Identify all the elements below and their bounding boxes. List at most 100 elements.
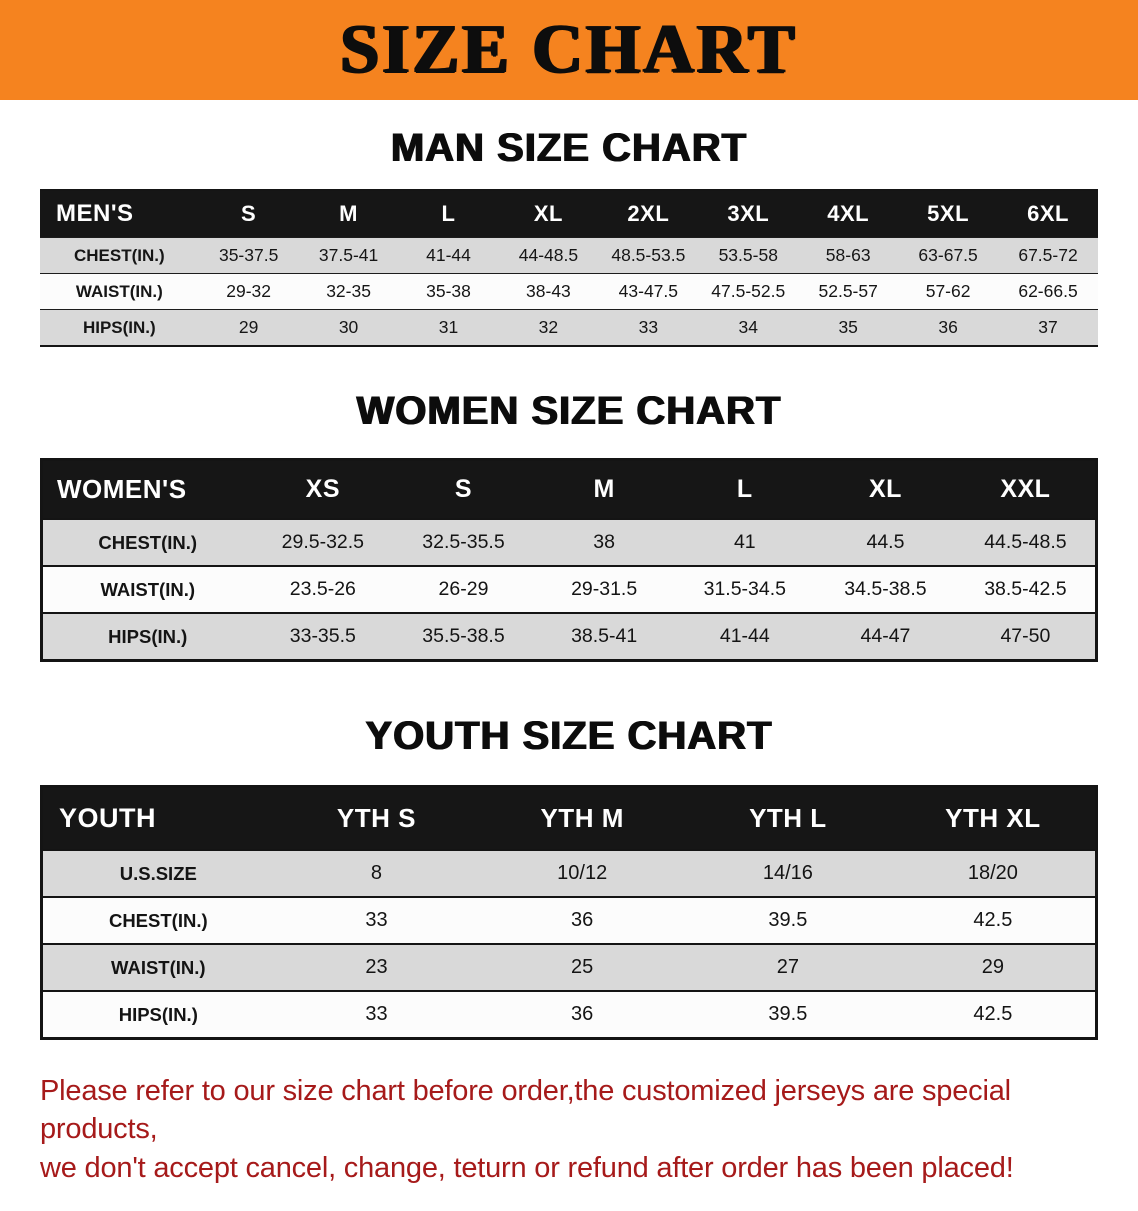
size-value-cell: 31.5-34.5 (674, 565, 816, 613)
size-value-cell: 44.5-48.5 (955, 518, 1097, 566)
size-value-cell: 36 (479, 896, 686, 944)
men-table-header-row: MEN'S S M L XL 2XL 3XL 4XL 5XL 6XL (40, 190, 1098, 238)
size-value-cell: 58-63 (798, 237, 899, 274)
size-value-cell: 27 (685, 943, 891, 991)
size-value-cell: 37 (998, 309, 1098, 346)
size-value-cell: 33 (273, 896, 480, 944)
measurement-row-label: U.S.SIZE (41, 849, 274, 897)
men-size-column-header: 3XL (698, 190, 799, 238)
size-value-cell: 41 (674, 518, 816, 566)
measurement-row-label: HIPS(IN.) (40, 309, 199, 346)
size-value-cell: 48.5-53.5 (598, 237, 699, 274)
disclaimer-line-1: Please refer to our size chart before or… (40, 1075, 1011, 1146)
size-value-cell: 44-47 (815, 612, 956, 661)
men-table-corner-label: MEN'S (40, 190, 199, 238)
youth-measurement-row: WAIST(IN.) 23 25 27 29 (41, 943, 1097, 991)
size-value-cell: 44.5 (815, 518, 956, 566)
women-table-header-row: WOMEN'S XS S M L XL XXL (41, 459, 1097, 519)
size-value-cell: 14/16 (685, 849, 891, 897)
women-size-column-header: M (533, 459, 675, 519)
men-size-column-header: M (298, 190, 399, 238)
size-value-cell: 47-50 (955, 612, 1097, 661)
size-value-cell: 63-67.5 (898, 237, 999, 274)
size-value-cell: 23.5-26 (252, 565, 394, 613)
size-value-cell: 25 (479, 943, 686, 991)
section-youth: YOUTH SIZE CHART YOUTH YTH S YTH M YTH L YTH… (0, 714, 1138, 1040)
size-value-cell: 10/12 (479, 849, 686, 897)
size-value-cell: 38.5-41 (533, 612, 675, 661)
measurement-row-label: WAIST(IN.) (40, 273, 199, 310)
women-section-heading: WOMEN SIZE CHART (356, 389, 782, 433)
youth-size-column-header: YTH L (685, 786, 891, 850)
men-size-column-header: 4XL (798, 190, 899, 238)
size-value-cell: 33 (273, 990, 480, 1039)
size-value-cell: 35 (798, 309, 899, 346)
women-size-column-header: S (393, 459, 534, 519)
measurement-row-label: CHEST(IN.) (41, 518, 253, 566)
men-size-column-header: S (198, 190, 299, 238)
size-value-cell: 29 (198, 309, 299, 346)
size-value-cell: 33-35.5 (252, 612, 394, 661)
men-section-heading: MAN SIZE CHART (390, 126, 748, 170)
men-size-table: MEN'S S M L XL 2XL 3XL 4XL 5XL 6XL CHEST(IN.) 35-37… (40, 189, 1098, 347)
men-size-column-header: 5XL (898, 190, 999, 238)
size-value-cell: 38-43 (498, 273, 599, 310)
men-measurement-row: WAIST(IN.) 29-32 32-35 35-38 38-43 43-47.5 47.… (40, 273, 1098, 310)
section-women: WOMEN SIZE CHART WOMEN'S XS S M L XL XXL CHEST(… (0, 389, 1138, 662)
women-measurement-row: CHEST(IN.) 29.5-32.5 32.5-35.5 38 41 44.5 44.5… (41, 518, 1097, 566)
youth-section-heading: YOUTH SIZE CHART (365, 714, 773, 758)
size-value-cell: 18/20 (890, 849, 1097, 897)
size-value-cell: 36 (479, 990, 686, 1039)
size-value-cell: 39.5 (685, 896, 891, 944)
size-value-cell: 32 (498, 309, 599, 346)
youth-measurement-row: CHEST(IN.) 33 36 39.5 42.5 (41, 896, 1097, 944)
women-size-column-header: XXL (955, 459, 1097, 519)
size-value-cell: 29-31.5 (533, 565, 675, 613)
measurement-row-label: WAIST(IN.) (41, 565, 253, 613)
measurement-row-label: HIPS(IN.) (41, 612, 253, 661)
youth-measurement-row: U.S.SIZE 8 10/12 14/16 18/20 (41, 849, 1097, 897)
measurement-row-label: CHEST(IN.) (41, 896, 274, 944)
size-value-cell: 42.5 (890, 896, 1097, 944)
women-size-column-header: XL (815, 459, 956, 519)
size-value-cell: 57-62 (898, 273, 999, 310)
men-size-column-header: 2XL (598, 190, 699, 238)
size-value-cell: 29.5-32.5 (252, 518, 394, 566)
size-value-cell: 29 (890, 943, 1097, 991)
youth-measurement-row: HIPS(IN.) 33 36 39.5 42.5 (41, 990, 1097, 1039)
women-measurement-row: HIPS(IN.) 33-35.5 35.5-38.5 38.5-41 41-44 44-… (41, 612, 1097, 661)
men-size-column-header: L (398, 190, 499, 238)
page-title: SIZE CHART (340, 11, 798, 88)
size-chart-banner: SIZE CHART (0, 0, 1138, 100)
size-value-cell: 8 (273, 849, 480, 897)
youth-size-column-header: YTH M (479, 786, 686, 850)
youth-size-table: YOUTH YTH S YTH M YTH L YTH XL U.S.SIZE 8 10/12… (40, 785, 1098, 1040)
size-value-cell: 37.5-41 (298, 237, 399, 274)
size-value-cell: 67.5-72 (998, 237, 1098, 274)
youth-size-column-header: YTH S (273, 786, 480, 850)
size-value-cell: 33 (598, 309, 699, 346)
size-value-cell: 38 (533, 518, 675, 566)
men-measurement-row: HIPS(IN.) 29 30 31 32 33 34 35 36 37 (40, 309, 1098, 346)
men-size-column-header: 6XL (998, 190, 1098, 238)
size-value-cell: 53.5-58 (698, 237, 799, 274)
size-value-cell: 31 (398, 309, 499, 346)
women-size-column-header: XS (252, 459, 394, 519)
order-disclaimer: Please refer to our size chart before or… (40, 1072, 1110, 1187)
women-table-corner-label: WOMEN'S (41, 459, 253, 519)
size-value-cell: 44-48.5 (498, 237, 599, 274)
size-value-cell: 23 (273, 943, 480, 991)
size-value-cell: 34 (698, 309, 799, 346)
size-value-cell: 41-44 (398, 237, 499, 274)
size-value-cell: 36 (898, 309, 999, 346)
size-value-cell: 62-66.5 (998, 273, 1098, 310)
size-value-cell: 38.5-42.5 (955, 565, 1097, 613)
size-value-cell: 30 (298, 309, 399, 346)
youth-size-column-header: YTH XL (890, 786, 1097, 850)
measurement-row-label: HIPS(IN.) (41, 990, 274, 1039)
measurement-row-label: CHEST(IN.) (40, 237, 199, 274)
women-size-column-header: L (674, 459, 816, 519)
section-men: MAN SIZE CHART MEN'S S M L XL 2XL 3XL 4XL 5XL 6XL… (0, 126, 1138, 347)
size-value-cell: 35.5-38.5 (393, 612, 534, 661)
